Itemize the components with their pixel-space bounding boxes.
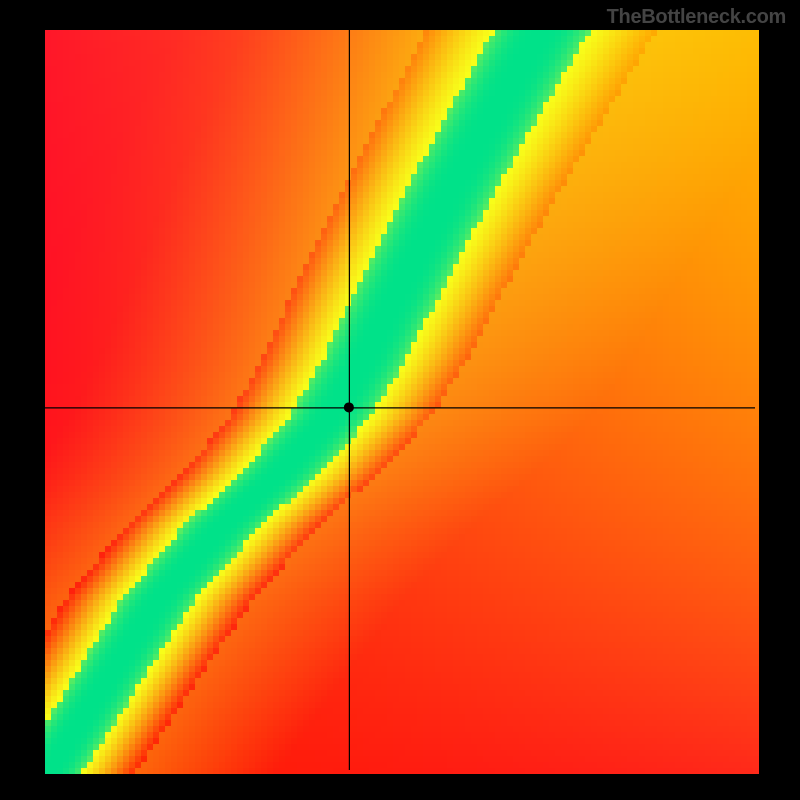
watermark-text: TheBottleneck.com	[607, 6, 786, 29]
heatmap-canvas	[0, 0, 800, 800]
chart-container: TheBottleneck.com	[0, 0, 800, 800]
